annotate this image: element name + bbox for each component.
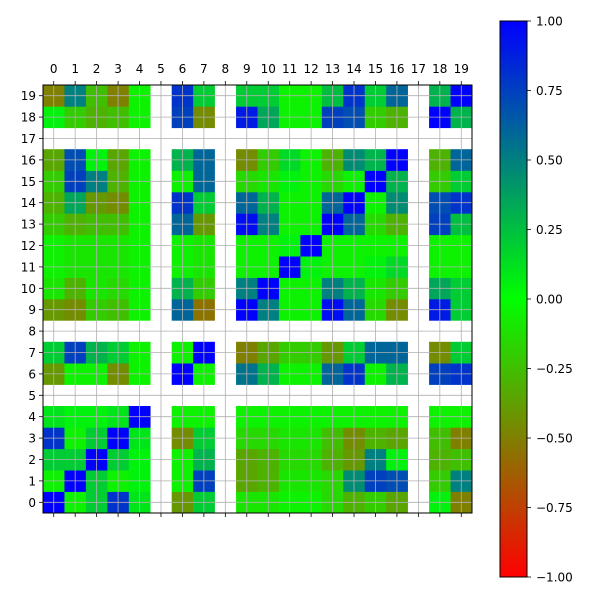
x-tick-label: 2 xyxy=(93,62,101,76)
colorbar-tick-label: 0.75 xyxy=(536,84,563,98)
y-tick-label: 6 xyxy=(28,367,36,381)
x-tick-label: 17 xyxy=(411,62,426,76)
y-tick-label: 9 xyxy=(28,303,36,317)
y-tick-label: 0 xyxy=(28,496,36,510)
grid-lines xyxy=(43,85,472,513)
x-tick-label: 8 xyxy=(222,62,230,76)
y-tick-label: 12 xyxy=(21,239,36,253)
x-tick-label: 11 xyxy=(282,62,297,76)
x-tick-label: 3 xyxy=(114,62,122,76)
x-tick-label: 4 xyxy=(136,62,144,76)
x-tick-label: 19 xyxy=(454,62,469,76)
plot-frame xyxy=(42,84,473,514)
colorbar-tick-label: 1.00 xyxy=(536,15,563,29)
x-tick-label: 7 xyxy=(200,62,208,76)
colorbar-tick-label: −0.75 xyxy=(536,501,573,515)
colorbar xyxy=(499,20,528,578)
colorbar-tick-label: 0.25 xyxy=(536,223,563,237)
y-tick-label: 5 xyxy=(28,389,36,403)
y-tick-label: 8 xyxy=(28,325,36,339)
x-tick-label: 12 xyxy=(303,62,318,76)
x-tick-label: 16 xyxy=(389,62,404,76)
y-tick-label: 1 xyxy=(28,474,36,488)
y-tick-label: 7 xyxy=(28,346,36,360)
x-tick-label: 14 xyxy=(346,62,361,76)
x-tick-label: 18 xyxy=(432,62,447,76)
colorbar-tick-label: 0.00 xyxy=(536,293,563,307)
x-tick-label: 5 xyxy=(157,62,165,76)
x-tick-label: 6 xyxy=(179,62,187,76)
y-tick-label: 11 xyxy=(21,260,36,274)
y-tick-label: 3 xyxy=(28,432,36,446)
colorbar-ticks: −1.00 −0.75 −0.50 −0.25 0.00 0.25 0.50 0.75 1.00 xyxy=(527,15,573,585)
y-tick-label: 10 xyxy=(21,282,36,296)
y-tick-label: 19 xyxy=(21,89,36,103)
y-tick-label: 18 xyxy=(21,111,36,125)
x-tick-label: 15 xyxy=(368,62,383,76)
colorbar-tick-label: −0.25 xyxy=(536,362,573,376)
x-tick-label: 13 xyxy=(325,62,340,76)
y-tick-label: 2 xyxy=(28,453,36,467)
x-tick-label: 0 xyxy=(50,62,58,76)
x-tick-label: 10 xyxy=(261,62,276,76)
x-axis-ticks: 0 1 2 3 4 5 6 7 8 9 10 11 12 13 14 15 16 17 18 19 xyxy=(50,62,469,517)
y-tick-label: 4 xyxy=(28,410,36,424)
y-tick-label: 14 xyxy=(21,196,36,210)
y-tick-label: 17 xyxy=(21,132,36,146)
colorbar-tick-label: −0.50 xyxy=(536,432,573,446)
y-tick-label: 16 xyxy=(21,153,36,167)
heatmap-cells xyxy=(43,85,473,514)
x-tick-label: 9 xyxy=(243,62,251,76)
x-tick-label: 1 xyxy=(71,62,79,76)
y-tick-label: 15 xyxy=(21,175,36,189)
colorbar-tick-label: −1.00 xyxy=(536,571,573,585)
colorbar-tick-label: 0.50 xyxy=(536,154,563,168)
y-tick-label: 13 xyxy=(21,218,36,232)
